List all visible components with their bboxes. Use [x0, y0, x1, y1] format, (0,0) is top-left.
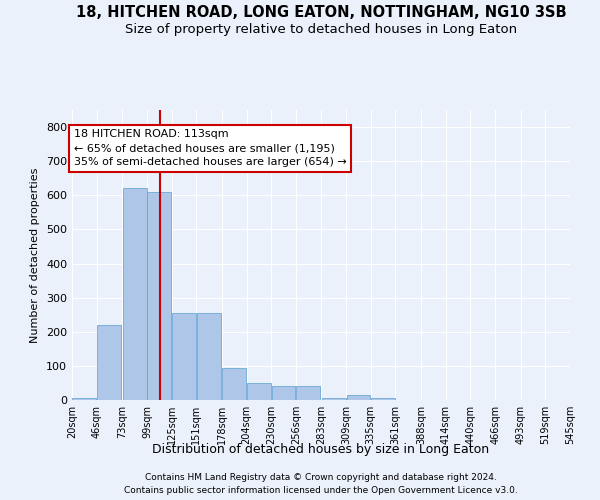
Text: Size of property relative to detached houses in Long Eaton: Size of property relative to detached ho… [125, 22, 517, 36]
Text: 18 HITCHEN ROAD: 113sqm
← 65% of detached houses are smaller (1,195)
35% of semi: 18 HITCHEN ROAD: 113sqm ← 65% of detache… [74, 130, 347, 168]
Bar [222, 368, 246, 400]
Bar [296, 386, 320, 400]
Y-axis label: Number of detached properties: Number of detached properties [31, 168, 40, 342]
Bar [73, 398, 96, 400]
Bar [272, 386, 295, 400]
Bar [197, 313, 221, 400]
Text: Contains HM Land Registry data © Crown copyright and database right 2024.: Contains HM Land Registry data © Crown c… [145, 472, 497, 482]
Bar [322, 398, 346, 400]
Bar [122, 188, 146, 400]
Text: Distribution of detached houses by size in Long Eaton: Distribution of detached houses by size … [152, 442, 490, 456]
Bar [97, 325, 121, 400]
Bar [347, 395, 370, 400]
Bar [247, 383, 271, 400]
Text: 18, HITCHEN ROAD, LONG EATON, NOTTINGHAM, NG10 3SB: 18, HITCHEN ROAD, LONG EATON, NOTTINGHAM… [76, 5, 566, 20]
Bar [148, 192, 171, 400]
Text: Contains public sector information licensed under the Open Government Licence v3: Contains public sector information licen… [124, 486, 518, 495]
Bar [371, 398, 395, 400]
Bar [172, 313, 196, 400]
